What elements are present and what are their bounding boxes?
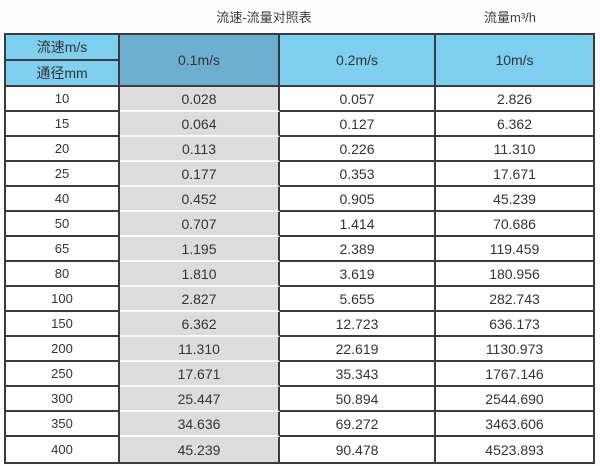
flow-value-cell: 11.310: [436, 137, 593, 162]
flow-value-cell: 2544.690: [436, 387, 593, 412]
diameter-cell: 400: [6, 437, 120, 462]
stub-header-diameter: 通径mm: [6, 61, 120, 87]
velocity-column-header-3: 10m/s: [436, 35, 593, 87]
diameter-cell: 65: [6, 237, 120, 262]
table-row: 300 25.447 50.894 2544.690: [6, 387, 593, 412]
table-row: 350 34.636 69.272 3463.606: [6, 412, 593, 437]
flow-value-cell: 0.707: [120, 212, 280, 237]
flow-value-cell: 35.343: [280, 362, 436, 387]
diameter-cell: 20: [6, 137, 120, 162]
stub-header-velocity: 流速m/s: [6, 35, 120, 61]
diameter-cell: 10: [6, 87, 120, 112]
flow-value-cell: 0.177: [120, 162, 280, 187]
flow-value-cell: 22.619: [280, 337, 436, 362]
flow-value-cell: 1767.146: [436, 362, 593, 387]
table-row: 250 17.671 35.343 1767.146: [6, 362, 593, 387]
flow-value-cell: 17.671: [436, 162, 593, 187]
flow-rate-unit-title: 流量m³/h: [483, 10, 537, 25]
velocity-column-header-1: 0.1m/s: [120, 35, 280, 87]
flow-value-cell: 0.226: [280, 137, 436, 162]
flow-value-cell: 5.655: [280, 287, 436, 312]
header-row-bottom: 通径mm: [6, 61, 593, 87]
flow-value-cell: 3.619: [280, 262, 436, 287]
flow-value-cell: 1.810: [120, 262, 280, 287]
flow-value-cell: 25.447: [120, 387, 280, 412]
diameter-cell: 15: [6, 112, 120, 137]
diameter-cell: 80: [6, 262, 120, 287]
diameter-cell: 300: [6, 387, 120, 412]
flow-value-cell: 0.028: [120, 87, 280, 112]
velocity-column-header-2: 0.2m/s: [280, 35, 436, 87]
flow-value-cell: 45.239: [120, 437, 280, 462]
flow-value-cell: 12.723: [280, 312, 436, 337]
table-row: 25 0.177 0.353 17.671: [6, 162, 593, 187]
flow-value-cell: 2.826: [436, 87, 593, 112]
flow-value-cell: 1130.973: [436, 337, 593, 362]
diameter-cell: 150: [6, 312, 120, 337]
flow-value-cell: 119.459: [436, 237, 593, 262]
flow-value-cell: 180.956: [436, 262, 593, 287]
table-row: 65 1.195 2.389 119.459: [6, 237, 593, 262]
table-title: 流速-流量对照表: [216, 10, 312, 25]
diameter-cell: 50: [6, 212, 120, 237]
flow-value-cell: 0.127: [280, 112, 436, 137]
table-row: 200 11.310 22.619 1130.973: [6, 337, 593, 362]
flow-value-cell: 0.064: [120, 112, 280, 137]
diameter-cell: 200: [6, 337, 120, 362]
flow-value-cell: 2.827: [120, 287, 280, 312]
flow-value-cell: 282.743: [436, 287, 593, 312]
flow-value-cell: 0.353: [280, 162, 436, 187]
flow-value-cell: 34.636: [120, 412, 280, 437]
flow-value-cell: 6.362: [436, 112, 593, 137]
flow-value-cell: 636.173: [436, 312, 593, 337]
flow-value-cell: 0.113: [120, 137, 280, 162]
table-row: 10 0.028 0.057 2.826: [6, 87, 593, 112]
flow-value-cell: 11.310: [120, 337, 280, 362]
flow-value-cell: 4523.893: [436, 437, 593, 462]
flow-value-cell: 45.239: [436, 187, 593, 212]
flow-value-cell: 50.894: [280, 387, 436, 412]
flow-value-cell: 0.057: [280, 87, 436, 112]
table-header: 流速m/s 0.1m/s 0.2m/s 10m/s 通径mm: [6, 35, 593, 87]
table-body: 10 0.028 0.057 2.826 15 0.064 0.127 6.362 20 0.11…: [6, 87, 593, 462]
flow-value-cell: 1.414: [280, 212, 436, 237]
table-row: 15 0.064 0.127 6.362: [6, 112, 593, 137]
diameter-cell: 100: [6, 287, 120, 312]
flow-value-cell: 1.195: [120, 237, 280, 262]
table-row: 100 2.827 5.655 282.743: [6, 287, 593, 312]
flow-value-cell: 6.362: [120, 312, 280, 337]
diameter-cell: 250: [6, 362, 120, 387]
table-row: 20 0.113 0.226 11.310: [6, 137, 593, 162]
table-row: 50 0.707 1.414 70.686: [6, 212, 593, 237]
flow-value-cell: 70.686: [436, 212, 593, 237]
table-row: 400 45.239 90.478 4523.893: [6, 437, 593, 462]
diameter-cell: 40: [6, 187, 120, 212]
flow-value-cell: 0.452: [120, 187, 280, 212]
flow-value-cell: 69.272: [280, 412, 436, 437]
header-row-top: 流速m/s 0.1m/s 0.2m/s 10m/s: [6, 35, 593, 87]
flow-rate-table: 流速m/s 0.1m/s 0.2m/s 10m/s 通径mm 10 0.028 0.…: [4, 33, 595, 464]
table-row: 150 6.362 12.723 636.173: [6, 312, 593, 337]
flow-value-cell: 2.389: [280, 237, 436, 262]
flow-value-cell: 17.671: [120, 362, 280, 387]
flow-value-cell: 3463.606: [436, 412, 593, 437]
flow-value-cell: 90.478: [280, 437, 436, 462]
flow-value-cell: 0.905: [280, 187, 436, 212]
diameter-cell: 350: [6, 412, 120, 437]
table-row: 40 0.452 0.905 45.239: [6, 187, 593, 212]
title-bar: 流速-流量对照表 流量m³/h: [0, 0, 600, 32]
table-row: 80 1.810 3.619 180.956: [6, 262, 593, 287]
diameter-cell: 25: [6, 162, 120, 187]
